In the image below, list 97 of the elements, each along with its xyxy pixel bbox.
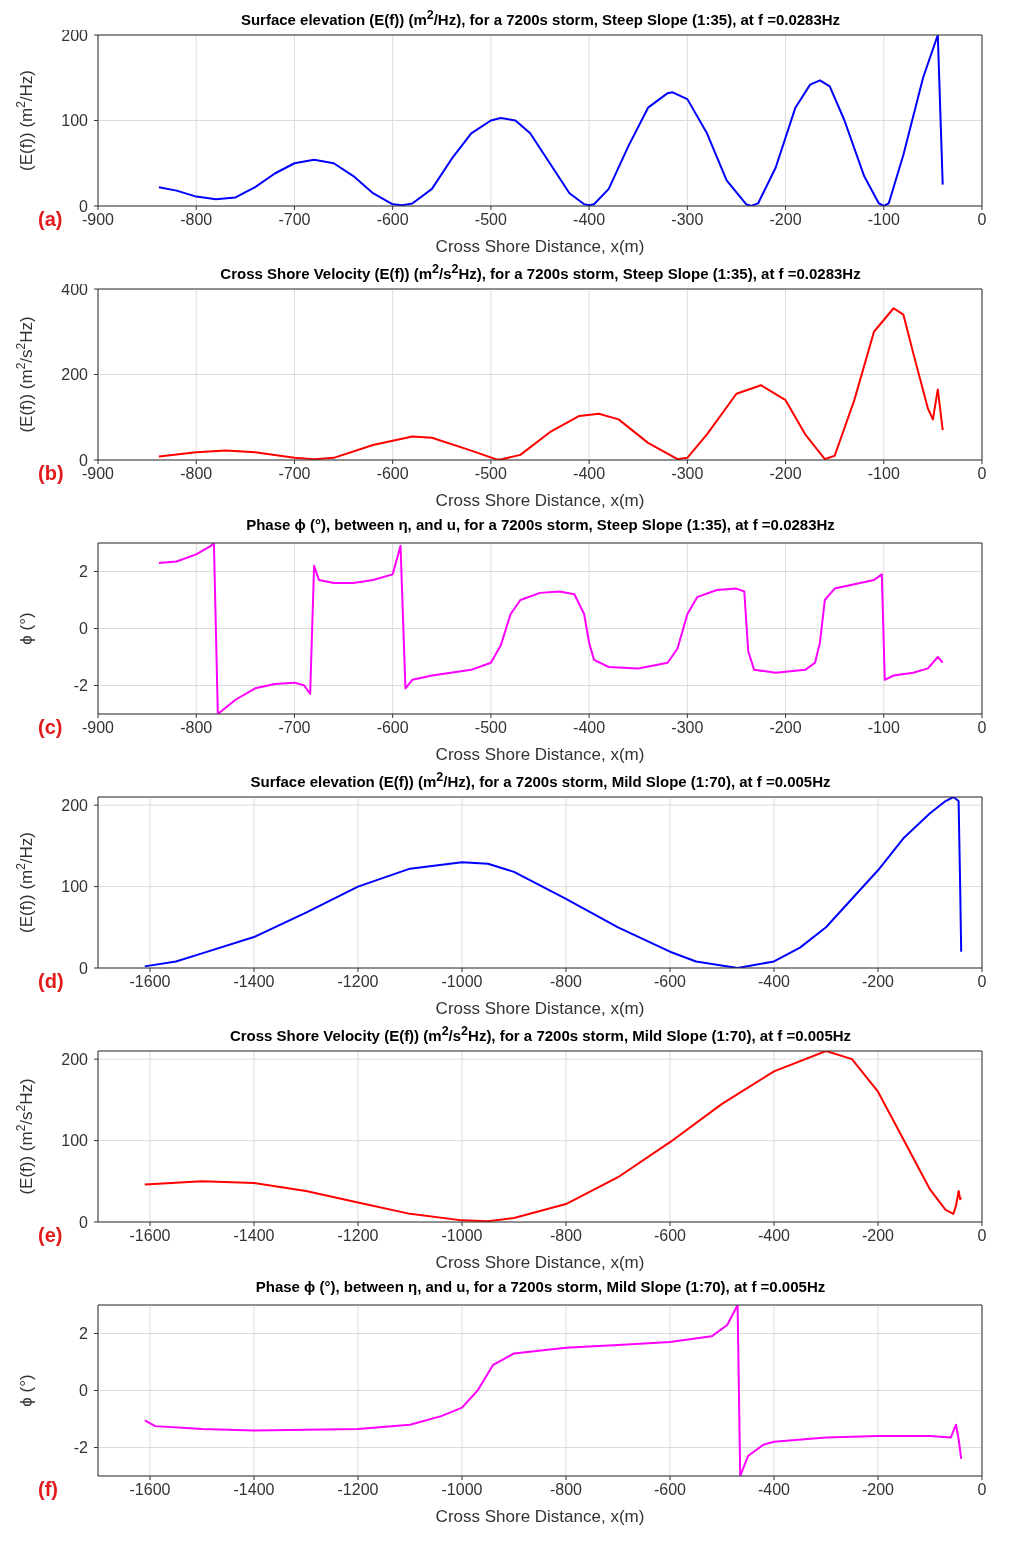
line-series bbox=[143, 1305, 963, 1476]
line-series bbox=[143, 797, 963, 968]
x-axis-title: Cross Shore Distance, x(m) bbox=[435, 491, 645, 510]
y-tick-label: 2 bbox=[79, 563, 89, 581]
x-axis-title: Cross Shore Distance, x(m) bbox=[435, 745, 645, 764]
line-series bbox=[157, 307, 944, 460]
x-tick-label: -600 bbox=[653, 1227, 687, 1245]
x-tick-label: -100 bbox=[867, 719, 900, 737]
x-tick-label: -600 bbox=[653, 973, 687, 991]
x-tick-label: -200 bbox=[861, 1481, 895, 1499]
y-tick-label: 100 bbox=[61, 112, 89, 130]
chart-title: Surface elevation (E(f)) (m$^{2}$/Hz), for a 7200s storm, Steep Slope (1:35), at f =0.0283Hz bbox=[240, 8, 841, 28]
x-tick-label: -600 bbox=[653, 1481, 687, 1499]
x-tick-label: 0 bbox=[977, 973, 987, 991]
y-tick-label: 100 bbox=[61, 1132, 89, 1150]
x-tick-label: -1600 bbox=[129, 1481, 171, 1499]
x-tick-label: 0 bbox=[977, 465, 987, 483]
line-series bbox=[157, 35, 944, 206]
x-tick-label: 0 bbox=[977, 719, 987, 737]
y-tick-label: 200 bbox=[61, 366, 89, 384]
x-tick-label: -1600 bbox=[129, 973, 171, 991]
x-tick-label: -1600 bbox=[129, 1227, 171, 1245]
x-tick-label: -500 bbox=[474, 465, 507, 483]
x-tick-label: -100 bbox=[867, 211, 900, 229]
x-tick-label: -1200 bbox=[337, 1481, 379, 1499]
x-tick-label: -800 bbox=[549, 1481, 583, 1499]
y-tick-label: 200 bbox=[61, 796, 89, 814]
y-tick-label: 200 bbox=[61, 1050, 89, 1068]
chart-title: Cross Shore Velocity (E(f)) (m$^{2}$/s$^{2}$Hz), for a 7200s storm, Mild Slope (1:70), at f =0.005Hz bbox=[228, 1024, 853, 1046]
x-tick-label: -1000 bbox=[441, 973, 483, 991]
x-tick-label: -400 bbox=[573, 465, 606, 483]
x-tick-label: 0 bbox=[977, 211, 987, 229]
x-tick-label: -500 bbox=[474, 719, 507, 737]
y-tick-label: 0 bbox=[79, 1382, 89, 1400]
x-tick-label: 0 bbox=[977, 1227, 987, 1245]
x-tick-label: -800 bbox=[549, 973, 583, 991]
chart-title: Surface elevation (E(f)) (m$^{2}$/Hz), for a 7200s storm, Mild Slope (1:70), at f =0.005Hz bbox=[249, 770, 832, 792]
x-tick-label: -1400 bbox=[233, 973, 275, 991]
text: (d) bbox=[38, 970, 64, 993]
y-tick-label: 0 bbox=[79, 620, 89, 638]
chart-title: Cross Shore Velocity (E(f)) (m$^{2}$/s$^{2}$Hz), for a 7200s storm, Steep Slope (1:35), at f =0.0283Hz bbox=[220, 262, 861, 282]
x-tick-label: -100 bbox=[867, 465, 900, 483]
x-tick-label: -1000 bbox=[441, 1227, 483, 1245]
x-tick-label: -1000 bbox=[441, 1481, 483, 1499]
x-tick-label: -400 bbox=[573, 211, 606, 229]
x-tick-label: -200 bbox=[769, 211, 802, 229]
x-tick-label: -900 bbox=[81, 719, 115, 737]
x-tick-label: -800 bbox=[180, 465, 213, 483]
x-axis-title: Cross Shore Distance, x(m) bbox=[435, 1253, 645, 1272]
x-tick-label: -1400 bbox=[233, 1481, 275, 1499]
y-axis-title: ϕ (°) bbox=[17, 1374, 36, 1407]
x-tick-label: -700 bbox=[278, 211, 311, 229]
y-axis-title: ϕ (°) bbox=[17, 612, 36, 645]
x-tick-label: -800 bbox=[180, 211, 213, 229]
x-tick-label: -600 bbox=[376, 211, 409, 229]
x-tick-label: -400 bbox=[573, 719, 606, 737]
x-tick-label: -300 bbox=[671, 211, 704, 229]
text: (c) bbox=[38, 716, 63, 739]
x-tick-label: -800 bbox=[180, 719, 213, 737]
x-tick-label: -700 bbox=[278, 465, 311, 483]
y-tick-label: 2 bbox=[79, 1325, 89, 1343]
x-tick-label: -200 bbox=[769, 719, 802, 737]
x-tick-label: -600 bbox=[376, 719, 409, 737]
line-series bbox=[157, 543, 944, 714]
x-tick-label: -300 bbox=[671, 465, 704, 483]
y-tick-label: 0 bbox=[79, 959, 89, 977]
x-tick-label: -200 bbox=[769, 465, 802, 483]
text: (e) bbox=[38, 1224, 63, 1247]
x-tick-label: -500 bbox=[474, 211, 507, 229]
x-tick-label: -200 bbox=[861, 1227, 895, 1245]
chart-title: Phase ϕ (°), between η, and u, for a 7200s storm, Steep Slope (1:35), at f =0.0283Hz bbox=[245, 516, 836, 535]
x-axis-title: Cross Shore Distance, x(m) bbox=[435, 237, 645, 256]
x-tick-label: 0 bbox=[977, 1481, 987, 1499]
y-tick-label: -2 bbox=[73, 677, 89, 695]
x-tick-label: -400 bbox=[757, 1481, 791, 1499]
text: (a) bbox=[38, 208, 63, 231]
text: (b) bbox=[38, 462, 64, 485]
y-tick-label: 0 bbox=[79, 1213, 89, 1231]
chart-title: Phase ϕ (°), between η, and u, for a 7200s storm, Mild Slope (1:70), at f =0.005Hz bbox=[254, 1278, 827, 1297]
x-tick-label: -200 bbox=[861, 973, 895, 991]
x-axis-title: Cross Shore Distance, x(m) bbox=[435, 1507, 645, 1526]
y-tick-label: 400 bbox=[61, 280, 89, 298]
x-tick-label: -700 bbox=[278, 719, 311, 737]
x-tick-label: -800 bbox=[549, 1227, 583, 1245]
x-tick-label: -1200 bbox=[337, 1227, 379, 1245]
x-tick-label: -600 bbox=[376, 465, 409, 483]
text: (f) bbox=[38, 1478, 58, 1501]
x-tick-label: -400 bbox=[757, 973, 791, 991]
x-axis-title: Cross Shore Distance, x(m) bbox=[435, 999, 645, 1018]
line-series bbox=[143, 1051, 963, 1222]
x-tick-label: -1400 bbox=[233, 1227, 275, 1245]
x-tick-label: -1200 bbox=[337, 973, 379, 991]
y-tick-label: 100 bbox=[61, 878, 89, 896]
y-tick-label: -2 bbox=[73, 1439, 89, 1457]
x-tick-label: -300 bbox=[671, 719, 704, 737]
x-tick-label: -400 bbox=[757, 1227, 791, 1245]
y-tick-label: 200 bbox=[61, 26, 89, 44]
